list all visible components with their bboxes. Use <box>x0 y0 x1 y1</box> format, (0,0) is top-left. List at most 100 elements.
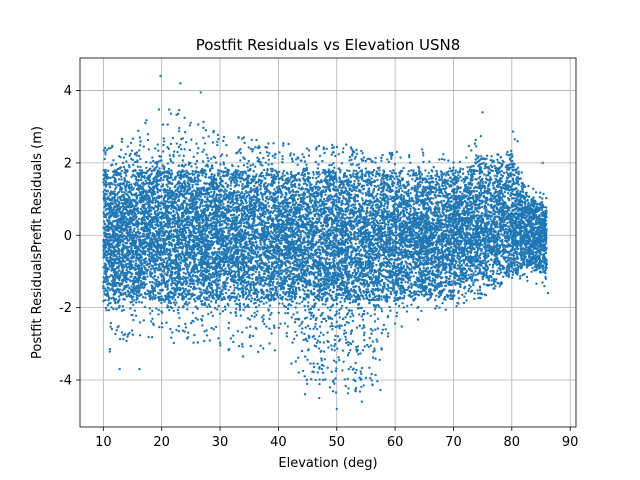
data-point <box>242 308 245 312</box>
data-point <box>386 335 390 338</box>
data-point <box>472 281 475 285</box>
data-point <box>420 309 423 313</box>
data-point <box>364 167 367 170</box>
data-point <box>265 151 269 154</box>
data-point <box>290 316 293 319</box>
data-point <box>177 330 180 333</box>
data-point <box>480 250 483 253</box>
data-point <box>428 160 431 163</box>
data-point <box>465 299 468 302</box>
data-point <box>153 241 156 244</box>
data-point <box>128 154 131 157</box>
data-point <box>238 306 242 309</box>
data-point <box>141 238 144 242</box>
data-point <box>280 271 283 275</box>
data-point <box>349 349 352 352</box>
data-point <box>375 206 378 209</box>
data-point <box>495 272 498 275</box>
data-point <box>474 154 478 157</box>
data-point <box>195 166 198 169</box>
data-point <box>104 306 108 310</box>
data-point <box>139 165 142 169</box>
data-point <box>323 317 327 320</box>
data-point <box>129 307 132 310</box>
data-point <box>368 218 371 221</box>
data-point <box>432 165 435 169</box>
data-point <box>467 289 470 293</box>
data-point <box>172 153 175 157</box>
data-point <box>490 279 493 282</box>
data-point <box>156 276 160 279</box>
data-point <box>266 169 269 172</box>
data-point <box>303 160 307 163</box>
data-point <box>262 156 265 160</box>
data-point <box>490 215 493 218</box>
data-point <box>373 308 377 311</box>
data-point <box>130 149 134 152</box>
data-point <box>191 319 194 323</box>
data-point <box>464 292 467 295</box>
data-point <box>364 159 368 163</box>
data-point <box>235 314 238 317</box>
data-point <box>463 287 466 290</box>
data-point <box>114 332 117 336</box>
data-point <box>169 327 172 331</box>
data-point <box>386 158 389 161</box>
data-point <box>192 155 195 158</box>
data-point <box>450 246 453 249</box>
data-point <box>452 161 455 164</box>
data-point <box>133 309 136 312</box>
data-point <box>530 270 533 273</box>
data-point <box>184 322 187 326</box>
data-point <box>473 142 477 145</box>
data-point <box>132 318 135 322</box>
data-point <box>341 274 345 277</box>
data-point <box>312 327 315 330</box>
data-point <box>194 316 197 320</box>
data-point <box>120 140 124 143</box>
data-point <box>370 160 373 163</box>
data-point <box>495 278 498 281</box>
data-point <box>263 281 267 285</box>
data-point <box>535 282 538 285</box>
data-point <box>517 266 520 270</box>
data-point <box>195 159 199 163</box>
data-point <box>330 163 333 167</box>
data-point <box>369 314 372 317</box>
data-point <box>204 129 208 132</box>
data-point <box>192 341 195 344</box>
data-point <box>510 266 514 269</box>
data-point <box>493 164 496 168</box>
data-point <box>438 306 441 309</box>
data-point <box>130 246 133 250</box>
data-point <box>224 291 228 295</box>
data-point <box>332 290 335 293</box>
data-point <box>142 319 145 322</box>
data-point <box>227 327 230 330</box>
data-point <box>188 301 191 304</box>
data-point <box>122 165 126 169</box>
data-point <box>477 296 480 300</box>
data-point <box>249 344 252 348</box>
data-point <box>458 225 462 228</box>
data-point <box>183 131 187 134</box>
data-point <box>109 325 112 328</box>
data-point <box>397 304 401 308</box>
data-point <box>296 311 299 314</box>
data-point <box>498 182 502 186</box>
data-point <box>110 327 114 331</box>
data-point <box>385 300 389 303</box>
data-point <box>170 336 173 339</box>
data-point <box>158 265 161 268</box>
data-point <box>361 327 364 330</box>
data-point <box>387 160 391 164</box>
data-point <box>360 315 363 318</box>
data-point <box>357 270 360 273</box>
data-point <box>171 178 175 182</box>
data-point <box>247 159 250 163</box>
data-point <box>250 138 254 142</box>
data-point <box>150 320 153 323</box>
data-point <box>159 155 163 158</box>
data-point <box>154 294 157 297</box>
data-point <box>245 275 249 279</box>
